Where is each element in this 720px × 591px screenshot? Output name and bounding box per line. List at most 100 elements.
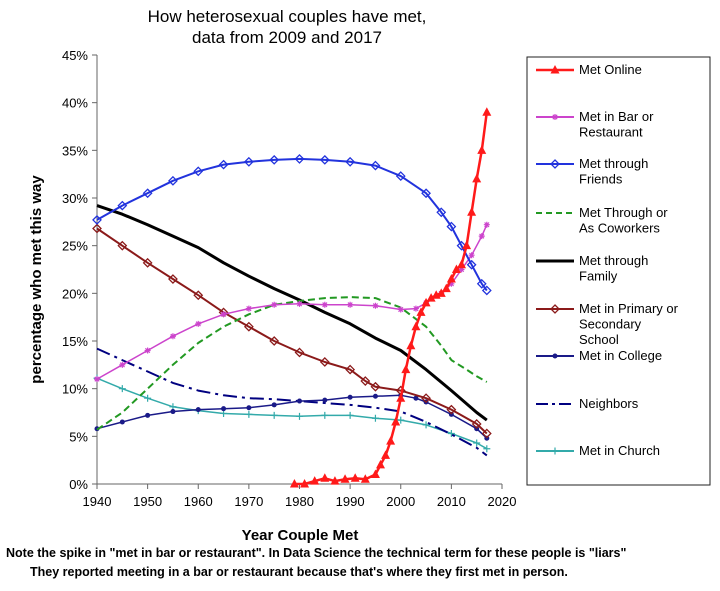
series-met-through-family <box>96 204 488 422</box>
data-point <box>119 361 126 368</box>
data-point <box>350 473 360 482</box>
data-point <box>119 419 125 425</box>
x-tick-label: 1980 <box>285 494 314 509</box>
data-point <box>412 305 419 312</box>
data-point <box>446 404 457 415</box>
data-point <box>451 264 461 273</box>
legend-marker <box>550 159 560 169</box>
x-tick-label: 2020 <box>488 494 517 509</box>
y-tick-label: 30% <box>62 191 88 206</box>
data-point <box>473 439 481 447</box>
data-point <box>481 285 492 296</box>
data-point <box>294 347 305 358</box>
data-point <box>372 393 378 399</box>
data-point <box>381 450 391 459</box>
series-line <box>96 296 488 431</box>
data-point <box>411 321 421 331</box>
data-point <box>422 421 430 429</box>
data-point <box>300 479 310 488</box>
x-tick-label: 1950 <box>133 494 162 509</box>
data-point <box>360 474 370 483</box>
data-point <box>168 274 178 284</box>
data-point <box>462 240 472 250</box>
data-point <box>319 154 330 165</box>
data-point <box>322 397 328 403</box>
data-point <box>320 473 330 482</box>
data-point <box>145 412 151 418</box>
data-point <box>481 428 492 439</box>
legend-marker <box>552 114 558 120</box>
legend-label: Neighbors <box>579 396 639 411</box>
y-tick-label: 25% <box>62 239 88 254</box>
series-line <box>96 157 488 292</box>
data-point <box>221 406 227 412</box>
x-axis-label: Year Couple Met <box>242 527 359 544</box>
chart-series <box>92 107 492 488</box>
legend-label: Met through <box>579 253 648 268</box>
data-point <box>421 297 431 307</box>
data-point <box>321 411 329 419</box>
data-point <box>243 321 254 332</box>
data-point <box>371 414 379 422</box>
data-point <box>142 188 153 199</box>
footnote-line-2: They reported meeting in a bar or restau… <box>30 565 568 579</box>
series-met-in-primary-or-secondary-school <box>92 223 492 439</box>
data-point <box>271 301 278 308</box>
y-tick-label: 0% <box>69 477 88 492</box>
data-point <box>319 357 330 367</box>
data-point <box>413 395 419 401</box>
y-axis-label: percentage who met this way <box>28 175 45 384</box>
x-tick-label: 1960 <box>184 494 213 509</box>
data-point <box>144 347 151 354</box>
data-point <box>243 156 254 167</box>
data-point <box>396 393 406 402</box>
data-point <box>441 283 451 293</box>
data-point <box>436 288 446 297</box>
data-point <box>391 417 401 426</box>
data-point <box>376 459 385 469</box>
data-point <box>345 156 356 167</box>
y-tick-label: 35% <box>62 143 88 158</box>
data-point <box>458 266 465 273</box>
x-tick-label: 1940 <box>83 494 112 509</box>
data-point <box>446 221 457 232</box>
data-point <box>271 402 277 408</box>
series-line <box>96 394 488 439</box>
data-point <box>245 410 253 418</box>
data-point <box>397 416 405 424</box>
legend-label: School <box>579 332 619 347</box>
series-neighbors <box>96 347 488 457</box>
legend-marker <box>550 304 560 314</box>
legend-label: Met through <box>579 156 648 171</box>
data-point <box>117 240 128 251</box>
data-point <box>446 274 456 283</box>
legend-marker <box>551 447 559 455</box>
data-point <box>270 411 278 419</box>
data-point <box>245 305 252 312</box>
legend-label: Restaurant <box>579 125 643 140</box>
data-point <box>347 394 353 400</box>
series-met-in-college <box>94 392 490 441</box>
data-point <box>92 223 102 234</box>
y-tick-label: 20% <box>62 286 88 301</box>
y-tick-label: 45% <box>62 48 88 63</box>
chart: How heterosexual couples have met, data f… <box>28 7 711 544</box>
data-point <box>218 159 229 170</box>
data-point <box>294 153 305 164</box>
legend-label: Met in Church <box>579 443 660 458</box>
series-met-online <box>289 107 492 488</box>
chart-title-line: How heterosexual couples have met, <box>148 7 427 26</box>
series-met-in-church <box>93 374 491 453</box>
data-point <box>370 160 381 171</box>
data-point <box>457 259 466 269</box>
data-point <box>340 474 350 483</box>
data-point <box>144 394 152 402</box>
data-point <box>345 364 356 375</box>
data-point <box>297 398 302 404</box>
x-tick-label: 1990 <box>336 494 365 509</box>
legend-marker <box>552 353 558 359</box>
data-point <box>466 259 477 270</box>
series-line <box>96 227 488 435</box>
y-tick-label: 40% <box>62 96 88 111</box>
